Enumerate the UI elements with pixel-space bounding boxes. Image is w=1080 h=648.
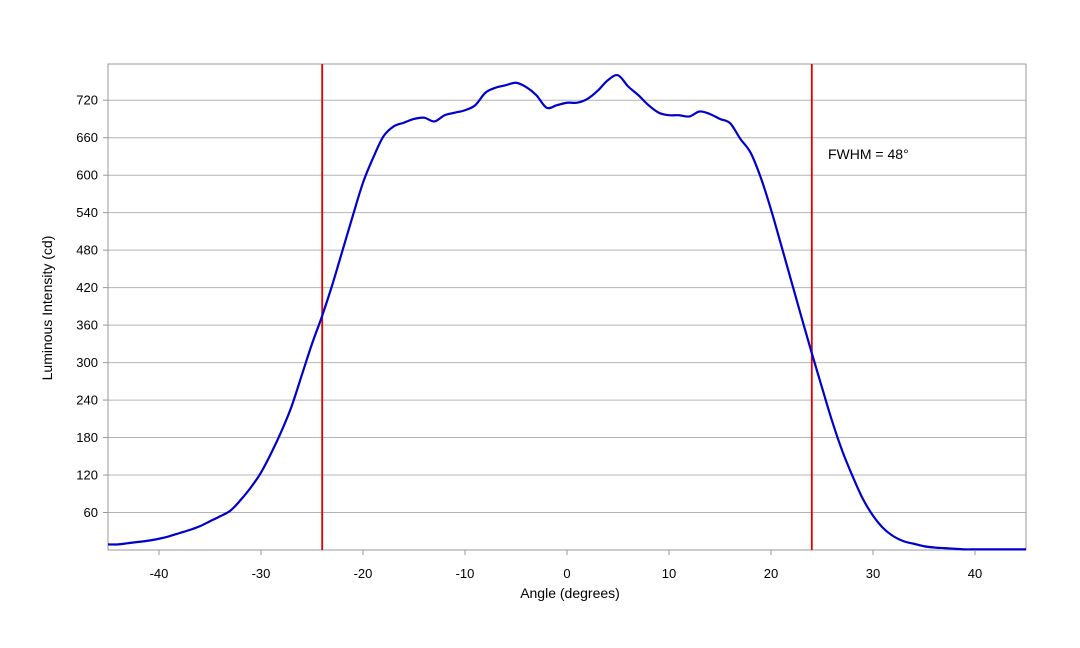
x-tick-label: -40 [150, 566, 169, 581]
y-tick-label: 600 [76, 168, 98, 183]
x-tick-labels: -40 -30 -20 -10 0 10 20 30 40 [150, 550, 982, 581]
y-tick-label: 720 [76, 93, 98, 108]
series-line [107, 73, 1026, 551]
x-tick-label: -30 [252, 566, 271, 581]
x-tick-label: 10 [662, 566, 676, 581]
y-tick-labels: 60 120 180 240 300 360 420 480 540 600 660 720 [76, 93, 108, 520]
y-tick-label: 180 [76, 430, 98, 445]
y-tick-label: 360 [76, 318, 98, 333]
y-tick-label: 420 [76, 280, 98, 295]
y-tick-label: 120 [76, 468, 98, 483]
x-tick-label: -10 [456, 566, 475, 581]
fwhm-annotation: FWHM = 48° [828, 146, 909, 162]
fwhm-lines [321, 64, 813, 550]
y-tick-label: 60 [84, 505, 98, 520]
y-tick-label: 540 [76, 205, 98, 220]
x-tick-label: 20 [764, 566, 778, 581]
x-tick-label: -20 [354, 566, 373, 581]
x-tick-label: 30 [866, 566, 880, 581]
plot-frame [107, 63, 1027, 551]
y-tick-label: 300 [76, 355, 98, 370]
x-axis-title: Angle (degrees) [520, 585, 620, 601]
y-tick-label: 480 [76, 243, 98, 258]
grid-lines [108, 99, 1026, 514]
y-tick-label: 240 [76, 393, 98, 408]
y-axis-title: Luminous Intensity (cd) [39, 236, 55, 381]
x-tick-label: 0 [563, 566, 570, 581]
y-tick-label: 660 [76, 130, 98, 145]
x-tick-label: 40 [968, 566, 982, 581]
